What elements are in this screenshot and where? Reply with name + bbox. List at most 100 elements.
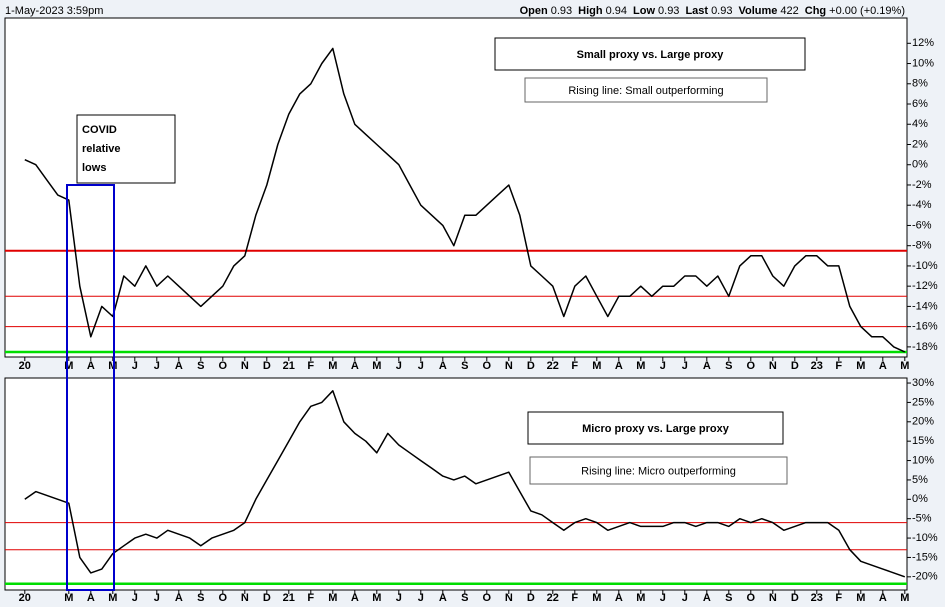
y-tick-label: 4% [912,118,928,130]
x-tick-label: J [660,360,666,372]
x-tick-label: M [900,592,909,604]
x-tick-label: J [132,360,138,372]
y-tick-label: -15% [912,551,938,563]
title-box [494,37,806,71]
x-tick-label: J [132,592,138,604]
x-tick-label: N [505,592,513,604]
x-tick-label: F [307,592,314,604]
x-tick-label: D [263,592,271,604]
x-tick-label: A [87,360,95,372]
x-tick-label: J [154,360,160,372]
x-tick-label: J [660,592,666,604]
chart-subtitle: Rising line: Small outperforming [568,85,723,97]
x-tick-label: F [835,592,842,604]
x-tick-label: S [725,360,732,372]
y-tick-label: -16% [912,321,938,333]
x-tick-label: M [328,360,337,372]
y-tick-label: -18% [912,341,938,353]
y-tick-label: 12% [912,37,934,49]
x-tick-label: 20 [19,360,31,372]
x-tick-label: M [64,592,73,604]
y-tick-label: 5% [912,474,928,486]
annotation-box [76,114,176,184]
x-tick-label: F [307,360,314,372]
x-tick-label: O [747,360,756,372]
x-tick-label: 22 [547,360,559,372]
y-tick-label: 10% [912,454,934,466]
x-tick-label: A [439,592,447,604]
x-tick-label: A [87,592,95,604]
x-tick-label: A [439,360,447,372]
x-tick-label: J [682,360,688,372]
x-tick-label: S [197,360,204,372]
x-tick-label: N [505,360,513,372]
x-tick-label: 23 [811,592,823,604]
quote-label: Chg [805,5,826,17]
y-tick-label: -10% [912,260,938,272]
x-tick-label: A [175,592,183,604]
x-tick-label: O [747,592,756,604]
subtitle-box [524,77,768,103]
x-tick-label: N [769,360,777,372]
y-tick-label: -6% [912,219,932,231]
quote-value: 0.93 [711,5,732,17]
annotation-line: lows [82,162,106,174]
quote-label: Open [520,5,548,17]
x-tick-label: F [571,360,578,372]
x-tick-label: M [592,360,601,372]
chart-subtitle: Rising line: Micro outperforming [581,465,736,477]
x-tick-label: M [636,592,645,604]
x-tick-label: M [592,592,601,604]
x-tick-label: O [219,592,228,604]
title-box [527,411,784,445]
quote-value: 422 [780,5,798,17]
x-tick-label: S [461,592,468,604]
y-tick-label: -2% [912,179,932,191]
quote-value: 0.94 [606,5,627,17]
x-tick-label: D [791,360,799,372]
annotation: COVID relative lows [82,124,121,174]
y-tick-label: -14% [912,300,938,312]
x-tick-label: N [769,592,777,604]
x-tick-label: J [418,592,424,604]
x-tick-label: M [64,360,73,372]
chart-title: Small proxy vs. Large proxy [577,49,725,61]
x-tick-label: S [461,360,468,372]
x-tick-label: S [197,592,204,604]
x-tick-label: A [615,592,623,604]
y-tick-label: 25% [912,396,934,408]
annotation-line: COVID [82,124,117,136]
x-tick-label: M [856,360,865,372]
x-tick-label: J [418,360,424,372]
x-tick-label: 20 [19,592,31,604]
y-tick-label: -8% [912,240,932,252]
chart-title: Micro proxy vs. Large proxy [582,423,730,435]
x-tick-label: M [856,592,865,604]
x-tick-label: 21 [283,360,295,372]
subtitle-box [529,456,788,485]
y-tick-label: 10% [912,57,934,69]
x-tick-label: M [636,360,645,372]
x-tick-label: O [483,592,492,604]
x-tick-label: M [328,592,337,604]
x-tick-label: A [351,360,359,372]
y-tick-label: -5% [912,513,932,525]
data-line [24,390,906,578]
y-tick-label: -12% [912,280,938,292]
annotation-line: relative [82,143,121,155]
x-tick-label: M [372,592,381,604]
y-tick-label: -20% [912,571,938,583]
quote-label: Volume [738,5,777,17]
x-tick-label: O [483,360,492,372]
y-tick-label: 8% [912,78,928,90]
x-tick-label: A [351,592,359,604]
header-date: 1-May-2023 3:59pm [5,5,103,17]
x-tick-label: M [372,360,381,372]
x-tick-label: A [703,360,711,372]
quote-label: High [578,5,603,17]
x-tick-label: N [241,592,249,604]
y-tick-label: 20% [912,416,934,428]
x-tick-label: M [900,360,909,372]
